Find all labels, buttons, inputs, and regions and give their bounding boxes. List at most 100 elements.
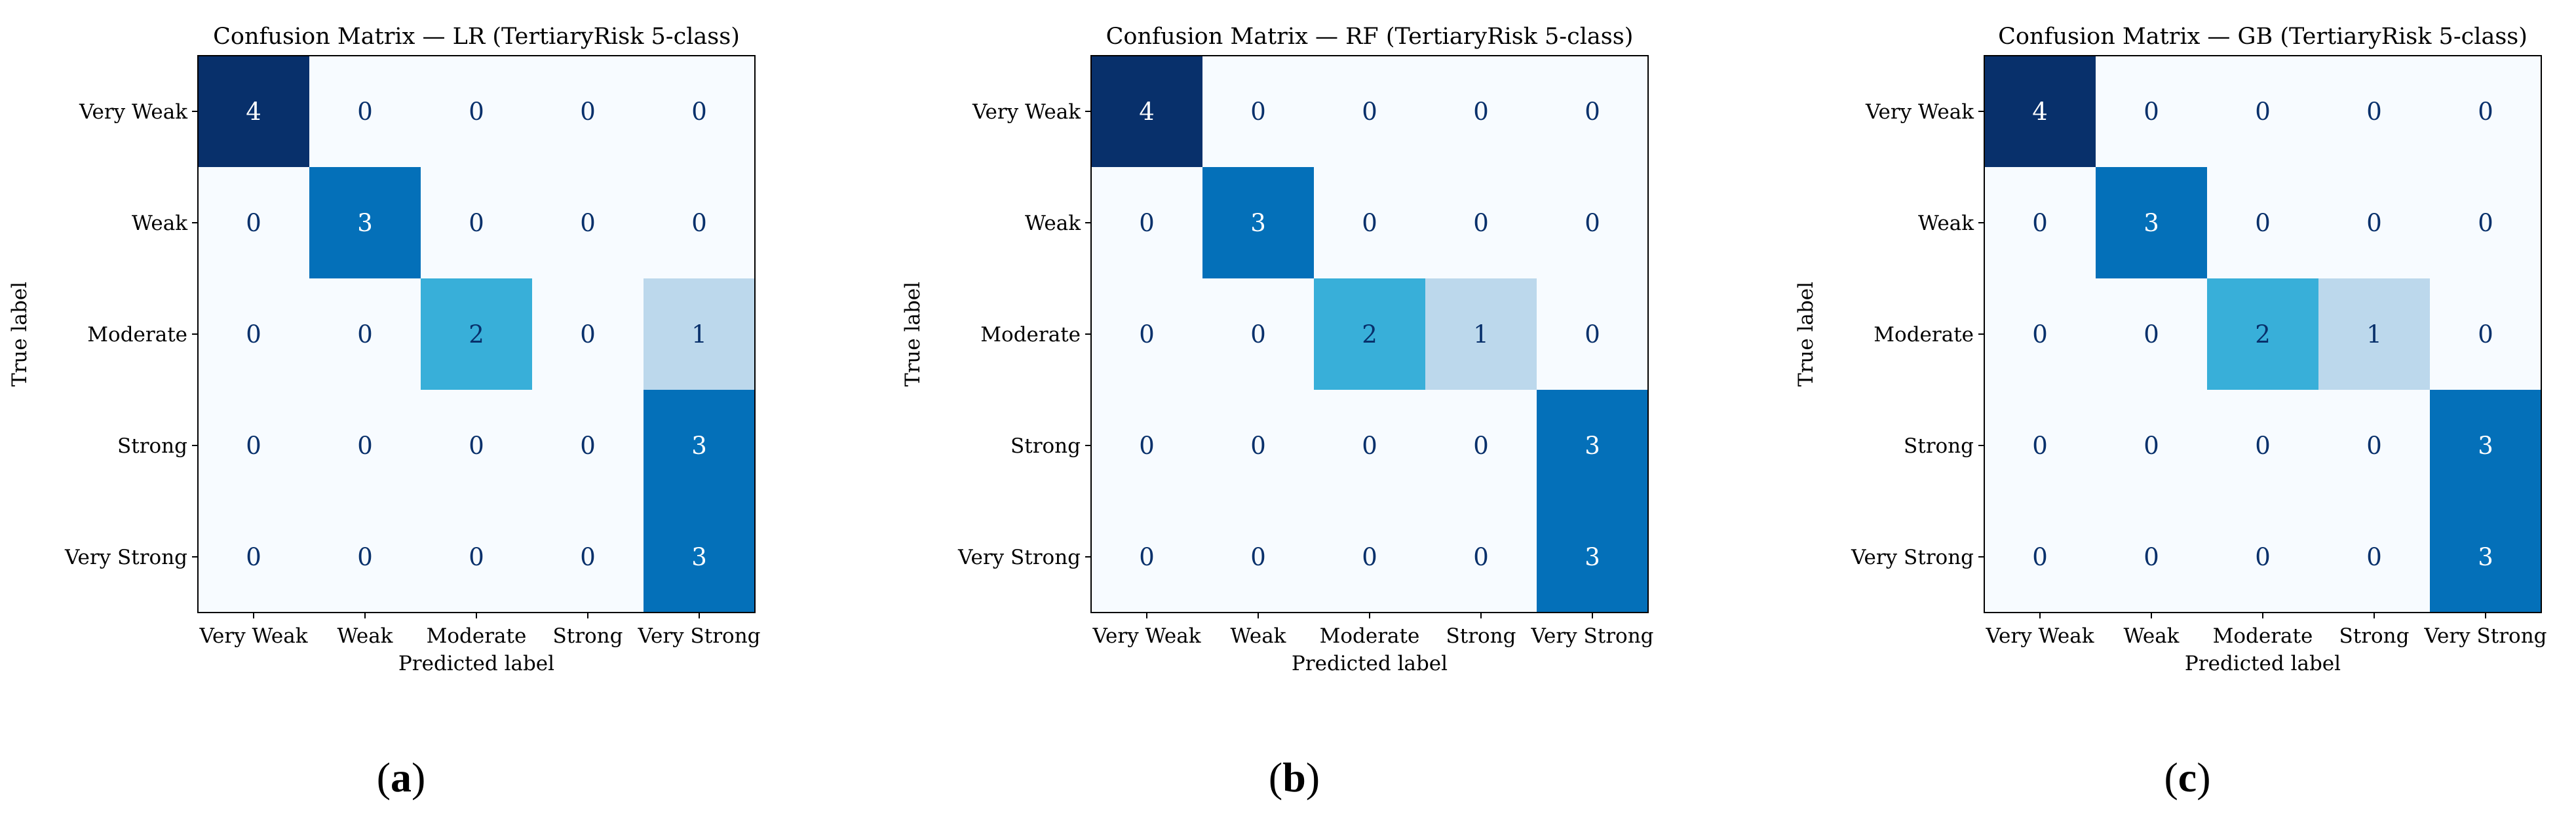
matrix-cell bbox=[644, 390, 755, 501]
matrix-cell bbox=[1202, 390, 1314, 501]
cell-value-label: 0 bbox=[1362, 543, 1377, 571]
y-axis-label: True label bbox=[1794, 282, 1818, 387]
cell-value-label: 0 bbox=[469, 209, 484, 237]
cell-value-label: 0 bbox=[2366, 543, 2382, 571]
matrix-cell bbox=[1984, 278, 2096, 390]
x-tick-label-strong: Strong bbox=[2339, 624, 2410, 648]
matrix-cell bbox=[1984, 501, 2096, 613]
y-tick-label-moderate: Moderate bbox=[87, 323, 187, 347]
cell-value-label: 0 bbox=[1250, 98, 1266, 126]
cell-value-label: 3 bbox=[2478, 543, 2493, 571]
cell-value-label: 0 bbox=[691, 209, 707, 237]
x-tick-label-very-strong: Very Strong bbox=[637, 624, 760, 648]
cell-value-label: 0 bbox=[2366, 98, 2382, 126]
cell-value-label: 4 bbox=[246, 98, 261, 126]
matrix-cell bbox=[2096, 501, 2207, 613]
cell-value-label: 0 bbox=[1250, 543, 1266, 571]
x-tick-label-very-strong: Very Strong bbox=[1530, 624, 1653, 648]
matrix-cell bbox=[1537, 167, 1648, 278]
matrix-cell bbox=[1537, 56, 1648, 167]
y-tick-label-weak: Weak bbox=[1025, 212, 1081, 235]
matrix-cell bbox=[421, 167, 532, 278]
cell-value-label: 0 bbox=[2032, 209, 2048, 237]
matrix-cell bbox=[532, 278, 644, 390]
cell-value-label: 0 bbox=[1585, 98, 1600, 126]
x-axis-label: Predicted label bbox=[1292, 652, 1448, 675]
y-tick-label-very-weak: Very Weak bbox=[79, 100, 187, 124]
cell-value-label: 0 bbox=[1362, 209, 1377, 237]
matrix-cell bbox=[2207, 390, 2318, 501]
matrix-cell bbox=[2430, 501, 2541, 613]
matrix-cell bbox=[1202, 501, 1314, 613]
matrix-cell bbox=[309, 278, 421, 390]
cell-value-label: 3 bbox=[1585, 432, 1600, 460]
matrix-cell bbox=[2430, 167, 2541, 278]
matrix-cell bbox=[309, 390, 421, 501]
matrix-cell bbox=[1537, 278, 1648, 390]
matrix-cell bbox=[2318, 501, 2430, 613]
cell-value-label: 0 bbox=[1473, 543, 1489, 571]
cell-value-label: 1 bbox=[1473, 320, 1489, 349]
matrix-cell bbox=[2430, 56, 2541, 167]
cell-value-label: 0 bbox=[2143, 98, 2159, 126]
cell-value-label: 0 bbox=[2366, 432, 2382, 460]
cell-value-label: 0 bbox=[1473, 432, 1489, 460]
matrix-cell bbox=[1425, 167, 1537, 278]
matrix-cell bbox=[421, 278, 532, 390]
matrix-cell bbox=[644, 167, 755, 278]
cell-value-label: 0 bbox=[469, 543, 484, 571]
cell-value-label: 3 bbox=[691, 543, 707, 571]
y-tick-label-very-weak: Very Weak bbox=[972, 100, 1081, 124]
x-axis-label: Predicted label bbox=[2185, 652, 2341, 675]
cell-value-label: 0 bbox=[1362, 98, 1377, 126]
x-tick-label-very-weak: Very Weak bbox=[1985, 624, 2094, 648]
x-tick-label-very-weak: Very Weak bbox=[199, 624, 307, 648]
cell-value-label: 0 bbox=[2255, 209, 2271, 237]
cell-value-label: 0 bbox=[1250, 432, 1266, 460]
cell-value-label: 2 bbox=[2255, 320, 2271, 349]
matrix-cell bbox=[532, 390, 644, 501]
matrix-cell bbox=[1091, 56, 1202, 167]
cell-value-label: 2 bbox=[1362, 320, 1377, 349]
matrix-cell bbox=[1314, 56, 1425, 167]
cell-value-label: 0 bbox=[246, 543, 261, 571]
cell-value-label: 0 bbox=[357, 432, 373, 460]
cell-value-label: 0 bbox=[2143, 543, 2159, 571]
matrix-cell bbox=[421, 390, 532, 501]
y-tick-label-very-strong: Very Strong bbox=[64, 546, 187, 569]
cell-value-label: 0 bbox=[246, 320, 261, 349]
matrix-cell bbox=[2207, 56, 2318, 167]
matrix-cell bbox=[1425, 278, 1537, 390]
cell-value-label: 0 bbox=[469, 432, 484, 460]
matrix-cell bbox=[1425, 56, 1537, 167]
x-tick-label-moderate: Moderate bbox=[427, 624, 527, 648]
chart-title: Confusion Matrix — GB (TertiaryRisk 5-cl… bbox=[1998, 24, 2528, 50]
cell-value-label: 4 bbox=[1139, 98, 1155, 126]
confusion-matrix-panel-1: 4 0 0 0 0 0 3 0 0 0 0 0 2 0 1 0 0 0 0 3 0 0 0 0 3 Very Weak Weak Mo… bbox=[8, 24, 761, 675]
panel-letter-b: b bbox=[1282, 754, 1306, 801]
cell-value-label: 0 bbox=[2255, 543, 2271, 571]
x-axis-label: Predicted label bbox=[398, 652, 554, 675]
confusion-matrix-panel-2: 4 0 0 0 0 0 3 0 0 0 0 0 2 1 0 0 0 0 0 3 0 0 0 0 3 Very Weak Weak Mo… bbox=[901, 24, 1654, 675]
cell-value-label: 3 bbox=[691, 432, 707, 460]
matrix-cell bbox=[644, 278, 755, 390]
matrix-cell bbox=[1091, 278, 1202, 390]
matrix-cell bbox=[1537, 390, 1648, 501]
cell-value-label: 1 bbox=[2366, 320, 2382, 349]
y-tick-label-very-strong: Very Strong bbox=[957, 546, 1081, 569]
cell-value-label: 3 bbox=[2143, 209, 2159, 237]
cell-value-label: 0 bbox=[580, 432, 596, 460]
matrix-cell bbox=[1425, 501, 1537, 613]
cell-value-label: 0 bbox=[1250, 320, 1266, 349]
matrix-cell bbox=[1202, 278, 1314, 390]
cell-value-label: 0 bbox=[1139, 320, 1155, 349]
matrix-cell bbox=[2207, 501, 2318, 613]
y-tick-label-very-weak: Very Weak bbox=[1865, 100, 1974, 124]
matrix-cell bbox=[532, 167, 644, 278]
matrix-cell bbox=[1984, 56, 2096, 167]
cell-value-label: 0 bbox=[1139, 432, 1155, 460]
cell-value-label: 0 bbox=[580, 209, 596, 237]
x-tick-label-weak: Weak bbox=[1231, 624, 1286, 648]
matrix-cell bbox=[2430, 278, 2541, 390]
